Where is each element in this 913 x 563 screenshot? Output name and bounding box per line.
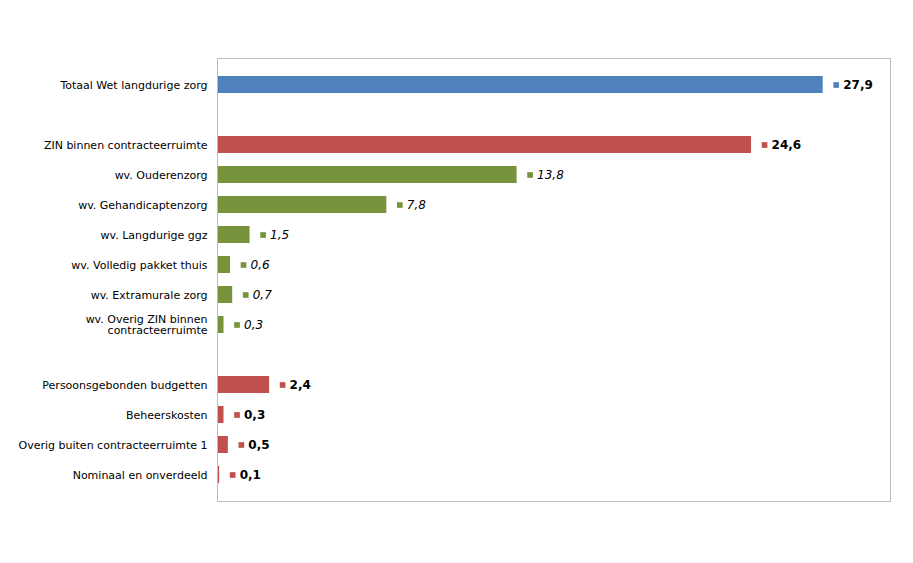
svg-text:Nominaal en onverdeeld: Nominaal en onverdeeld: [73, 469, 208, 482]
svg-text:13,8: 13,8: [537, 168, 564, 182]
svg-text:0,1: 0,1: [240, 468, 261, 482]
svg-text:Persoonsgebonden budgetten: Persoonsgebonden budgetten: [42, 379, 207, 392]
svg-text:wv. Volledig pakket thuis: wv. Volledig pakket thuis: [71, 259, 207, 272]
svg-text:2,4: 2,4: [290, 378, 311, 392]
svg-text:wv. Ouderenzorg: wv. Ouderenzorg: [115, 169, 208, 182]
svg-text:wv. Langdurige ggz: wv. Langdurige ggz: [101, 229, 208, 242]
svg-text:wv. Gehandicaptenzorg: wv. Gehandicaptenzorg: [78, 199, 207, 212]
svg-text:1,5: 1,5: [270, 228, 289, 242]
svg-text:7,8: 7,8: [407, 198, 426, 212]
svg-text:27,9: 27,9: [843, 78, 873, 92]
svg-text:wv. Extramurale zorg: wv. Extramurale zorg: [91, 289, 208, 302]
svg-text:Totaal Wet langdurige zorg: Totaal Wet langdurige zorg: [59, 79, 207, 92]
svg-text:0,7: 0,7: [253, 288, 272, 302]
svg-text:Beheerskosten: Beheerskosten: [126, 409, 208, 422]
svg-text:Overig buiten contracteerruimt: Overig buiten contracteerruimte 1: [19, 439, 208, 452]
svg-text:0,3: 0,3: [244, 408, 265, 422]
svg-text:ZIN binnen contracteerruimte: ZIN binnen contracteerruimte: [44, 139, 208, 152]
svg-text:0,6: 0,6: [251, 258, 270, 272]
svg-text:24,6: 24,6: [772, 138, 802, 152]
svg-text:wv. Overig ZIN binnencontracte: wv. Overig ZIN binnencontracteerruimte: [86, 313, 208, 337]
svg-text:0,5: 0,5: [248, 438, 269, 452]
svg-text:0,3: 0,3: [244, 318, 263, 332]
